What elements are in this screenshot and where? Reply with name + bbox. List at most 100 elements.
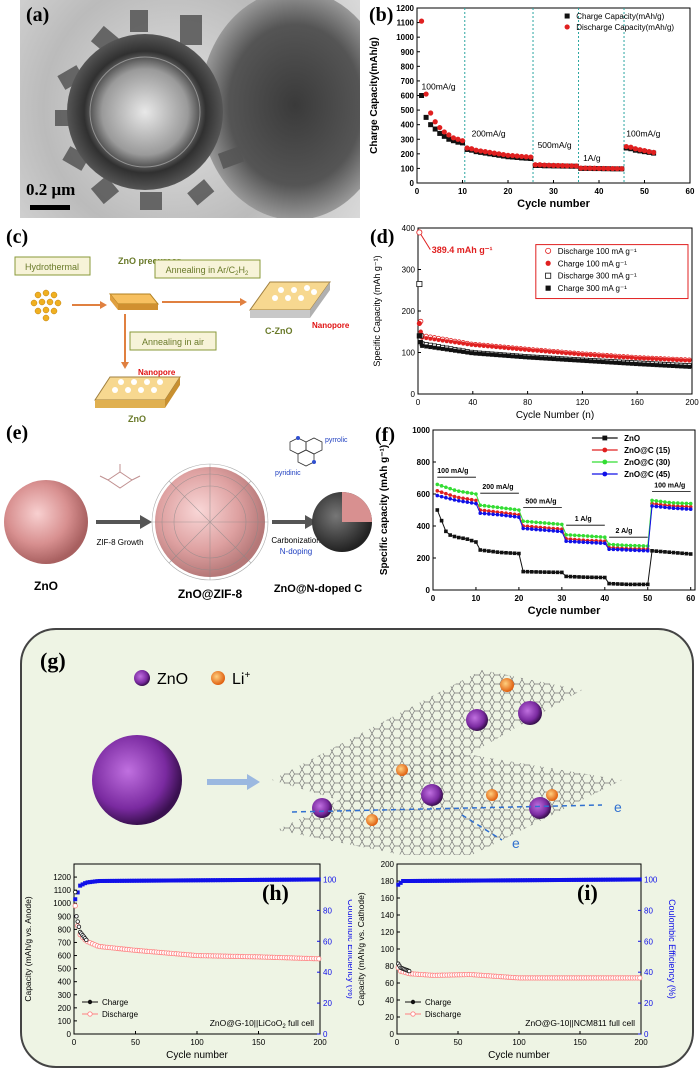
- x-tick-label: 120: [576, 398, 590, 407]
- data-point: [688, 552, 693, 556]
- ce-point: [535, 878, 540, 883]
- charge-point: [73, 889, 78, 895]
- data-point: [491, 512, 495, 517]
- zno-particles: [312, 701, 551, 819]
- ce-point: [137, 878, 142, 883]
- data-point: [662, 357, 667, 362]
- data-point: [531, 355, 536, 360]
- data-point: [444, 339, 449, 344]
- data-point: [658, 505, 663, 509]
- legend-marker: [602, 471, 608, 477]
- data-point: [596, 353, 601, 358]
- data-point: [637, 362, 642, 367]
- data-point: [428, 345, 433, 350]
- discharge-point: [446, 132, 452, 138]
- panel-d-chart: (d) 0 40 80 120 160 200 0 100 200 300 400 Cycle Num…: [370, 222, 700, 422]
- legend-label: Discharge 300 mA g⁻¹: [558, 272, 637, 281]
- ce-point: [501, 878, 506, 883]
- y-tick-label: 140: [381, 911, 395, 920]
- ce-point: [309, 877, 314, 882]
- data-point: [461, 536, 465, 541]
- data-point: [526, 348, 531, 353]
- discharge-point: [316, 956, 322, 962]
- panel-c-schematic: (c) Hydrothermal ZnO precursor Annealing…: [0, 222, 370, 422]
- data-point: [461, 490, 465, 494]
- ce-point: [228, 878, 233, 883]
- ce-point: [632, 877, 637, 882]
- ce-point: [559, 877, 564, 882]
- data-point: [666, 363, 671, 368]
- discharge-point: [428, 110, 434, 116]
- ce-point: [418, 878, 423, 883]
- data-point: [564, 533, 568, 537]
- y-tick-label: 400: [402, 224, 416, 233]
- ce-point: [304, 877, 309, 882]
- hydrothermal-box: [14, 256, 91, 276]
- legend-label: ZnO@C (45): [624, 470, 670, 479]
- data-point: [448, 493, 452, 497]
- data-point: [628, 582, 633, 587]
- data-point: [499, 513, 504, 517]
- y-axis-label: Capacity (mAh/g vs. Anode): [23, 896, 33, 1002]
- data-point: [650, 504, 654, 508]
- discharge-point: [610, 165, 616, 172]
- data-point: [683, 358, 688, 363]
- legend-marker: [545, 285, 551, 291]
- zno-sphere: [4, 480, 88, 564]
- data-point: [506, 354, 511, 359]
- ce-point: [574, 877, 579, 882]
- ce-point: [112, 878, 117, 883]
- legend-charge-marker: [87, 999, 93, 1005]
- data-point: [674, 364, 679, 369]
- x-tick-label: 0: [395, 1038, 400, 1047]
- ce-point: [117, 878, 122, 883]
- discharge-point: [560, 163, 566, 169]
- ce-point: [513, 878, 518, 883]
- annealing-air-label: Annealing in air: [142, 337, 204, 347]
- legend-li-dot: [211, 671, 225, 685]
- ce-point: [297, 877, 302, 882]
- ce-point: [520, 878, 525, 883]
- ce-point: [90, 879, 95, 884]
- electron-path-1: [291, 804, 603, 813]
- data-point: [522, 347, 527, 352]
- data-point: [538, 528, 543, 532]
- x-tick-label: 200: [685, 398, 699, 407]
- zno-ndc-label: ZnO@N-doped C: [274, 583, 362, 595]
- capacity-annotation: 389.4 mAh g⁻¹: [432, 245, 493, 255]
- discharge-point: [537, 162, 543, 168]
- charge-point: [446, 136, 452, 142]
- data-point: [461, 341, 466, 346]
- ce-point: [479, 878, 484, 883]
- data-point: [564, 574, 568, 579]
- data-point: [594, 534, 599, 539]
- y2-tick-label: 0: [323, 1030, 328, 1039]
- data-point: [491, 549, 495, 554]
- chart-i: 0 50 100 150 200020406080100120140160180200C…: [356, 860, 677, 1061]
- panel-e-schematic: (e) ZnO ZIF-8 Growth ZnO@ZIF-8: [0, 420, 375, 620]
- ce-point: [620, 877, 625, 882]
- data-point: [420, 343, 425, 348]
- nanoparticle-cluster: [30, 289, 62, 322]
- data-point: [448, 348, 453, 353]
- data-point: [555, 350, 560, 355]
- y2-tick-label: 40: [644, 968, 653, 977]
- data-point: [617, 355, 622, 360]
- ce-point: [233, 878, 238, 883]
- charge-point: [407, 968, 412, 974]
- data-point: [439, 494, 444, 499]
- ce-point: [430, 878, 435, 883]
- data-point: [502, 353, 507, 358]
- data-point: [607, 581, 611, 586]
- ce-point: [235, 878, 240, 883]
- x-axis-label: Cycle number: [166, 1050, 228, 1061]
- discharge-point: [459, 138, 466, 144]
- ce-point: [92, 879, 97, 884]
- c-zno-plate: [249, 281, 331, 318]
- y-tick-label: 0: [390, 1030, 395, 1039]
- data-point: [525, 519, 530, 524]
- data-point: [482, 508, 487, 513]
- ce-point: [272, 877, 277, 882]
- ce-point: [164, 878, 169, 883]
- data-point: [444, 529, 448, 534]
